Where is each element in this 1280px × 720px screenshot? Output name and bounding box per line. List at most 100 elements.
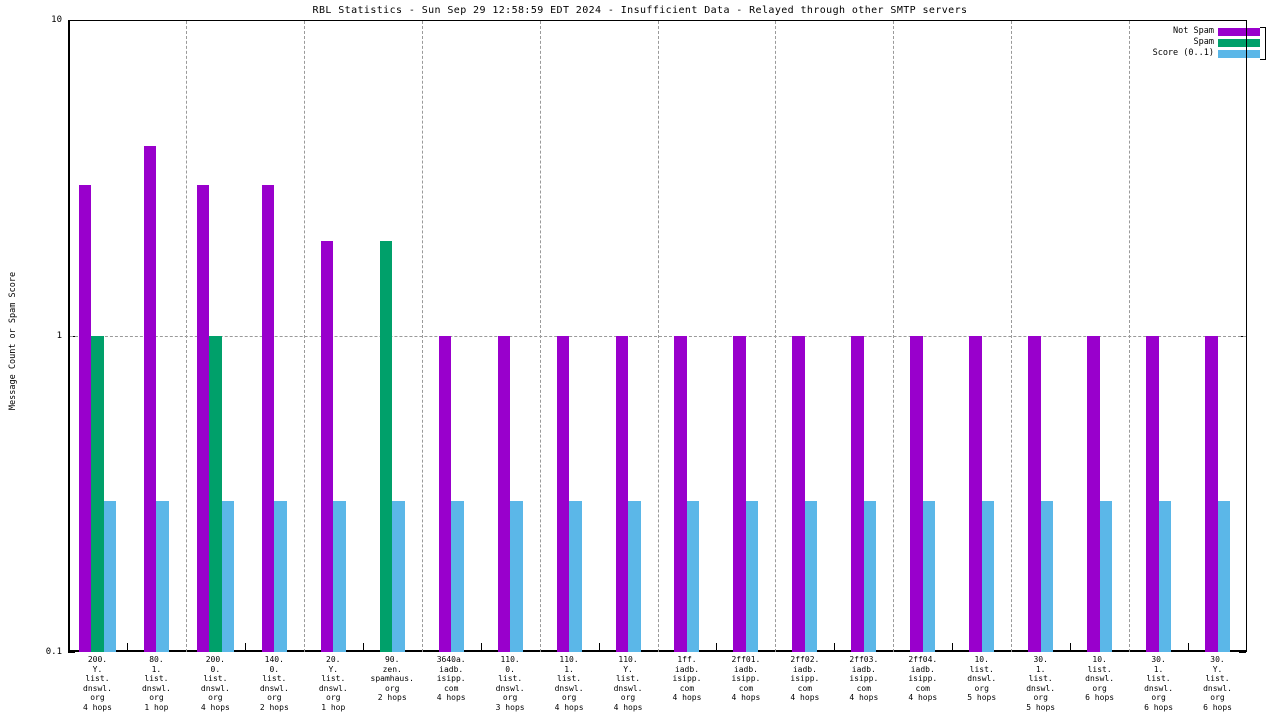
bar-score — [922, 501, 936, 652]
legend-swatch-not-spam — [1218, 27, 1260, 36]
bar-score — [156, 501, 169, 652]
x-axis-label: 3640a. iadb. isipp. com 4 hops — [436, 655, 466, 703]
bar-spam — [91, 336, 104, 652]
x-axis-label: 140. 0. list. dnswl. org 2 hops — [259, 655, 289, 712]
bar-score — [628, 501, 641, 652]
x-axis-tick-mark — [834, 643, 836, 652]
x-axis-label: 20. Y. list. dnswl. org 1 hop — [318, 655, 348, 712]
legend-label-score: Score (0..1) — [1152, 48, 1214, 58]
bar-score — [510, 501, 523, 652]
bar-score — [863, 501, 877, 652]
bar-score — [392, 501, 405, 652]
bar-not-spam — [792, 336, 805, 652]
x-axis-tick-mark — [952, 643, 954, 652]
x-axis-tick-mark — [480, 643, 482, 652]
bar-spam — [209, 336, 222, 652]
bar-not-spam — [556, 336, 570, 652]
vertical-gridline — [657, 21, 659, 652]
bar-score — [333, 501, 346, 652]
x-axis-label: 2ff04. iadb. isipp. com 4 hops — [908, 655, 938, 703]
bar-score — [745, 501, 759, 652]
bar-not-spam — [497, 336, 511, 652]
x-axis-label: 2ff03. iadb. isipp. com 4 hops — [849, 655, 879, 703]
x-axis-labels: 200. Y. list. dnswl. org 4 hops 80. 1. li… — [0, 655, 1280, 717]
vertical-gridline — [539, 21, 541, 652]
bar-not-spam — [261, 185, 275, 652]
bar-score — [569, 501, 582, 652]
bar-not-spam — [320, 240, 334, 652]
bar-not-spam — [1146, 336, 1159, 652]
legend-label-spam: Spam — [1193, 37, 1214, 47]
y-axis-title: Message Count or Spam Score — [8, 271, 18, 411]
x-axis-tick-mark — [126, 643, 128, 652]
vertical-gridline — [303, 21, 305, 652]
x-axis-tick-mark — [362, 643, 364, 652]
plot-top-border — [68, 20, 1247, 21]
vertical-gridline — [893, 21, 895, 652]
x-axis-label: 80. 1. list. dnswl. org 1 hop — [141, 655, 171, 712]
x-axis-tick-mark — [716, 643, 718, 652]
x-axis-tick-mark — [1070, 643, 1072, 652]
x-axis-label: 90. zen. spamhaus. org 2 hops — [370, 655, 414, 703]
x-axis-label: 10. list. dnswl. org 6 hops — [1085, 655, 1115, 703]
vertical-gridline — [185, 21, 187, 652]
bar-not-spam — [143, 145, 157, 652]
bar-score — [1040, 501, 1054, 652]
y-axis-tick-label: 10 — [51, 15, 62, 25]
legend-swatch-score — [1218, 49, 1260, 58]
y-axis-tick-label: 1 — [56, 331, 62, 341]
legend-item-not-spam: Not Spam — [1173, 27, 1260, 36]
bar-not-spam — [196, 185, 210, 652]
plot-right-border — [1246, 20, 1247, 652]
bar-score — [804, 501, 818, 652]
x-axis-label: 10. list. dnswl. org 5 hops — [967, 655, 997, 703]
bar-score — [451, 501, 464, 652]
x-axis-tick-mark — [598, 643, 600, 652]
bar-score — [274, 501, 287, 652]
x-axis-label: 110. Y. list. dnswl. org 4 hops — [613, 655, 643, 712]
legend-item-score: Score (0..1) — [1153, 49, 1260, 58]
bar-not-spam — [674, 336, 687, 652]
x-axis-tick-mark — [1188, 643, 1190, 652]
bar-score — [221, 501, 235, 652]
chart-legend: Not Spam Spam Score (0..1) — [1153, 27, 1260, 58]
bar-not-spam — [910, 336, 923, 652]
x-axis-label: 110. 0. list. dnswl. org 3 hops — [495, 655, 525, 712]
vertical-gridline — [1011, 21, 1013, 652]
legend-item-spam: Spam — [1194, 38, 1260, 47]
bar-not-spam — [615, 336, 629, 652]
x-axis-label: 30. Y. list. dnswl. org 6 hops — [1203, 655, 1232, 712]
bar-not-spam — [969, 336, 982, 652]
y-axis-tick-mark — [68, 20, 75, 21]
x-axis-label: 200. 0. list. dnswl. org 4 hops — [200, 655, 230, 712]
y-axis-tick-mark — [1239, 652, 1246, 653]
bar-not-spam — [78, 185, 92, 652]
x-axis-label: 200. Y. list. dnswl. org 4 hops — [83, 655, 112, 712]
vertical-gridline — [1129, 21, 1131, 652]
x-axis-label: 30. 1. list. dnswl. org 5 hops — [1026, 655, 1056, 712]
bar-not-spam — [1087, 336, 1100, 652]
bar-not-spam — [733, 336, 746, 652]
bar-spam — [379, 240, 393, 652]
bar-score — [1217, 501, 1231, 652]
x-axis-label: 2ff01. iadb. isipp. com 4 hops — [731, 655, 761, 703]
bar-score — [1158, 501, 1172, 652]
x-axis-label: 110. 1. list. dnswl. org 4 hops — [554, 655, 584, 712]
bar-score — [1099, 501, 1113, 652]
bar-score — [686, 501, 700, 652]
x-axis-label: 1ff. iadb. isipp. com 4 hops — [672, 655, 702, 703]
bar-not-spam — [438, 336, 452, 652]
legend-bracket — [1260, 27, 1266, 60]
bar-not-spam — [1028, 336, 1041, 652]
bar-score — [981, 501, 995, 652]
y-axis-tick-label: 0.1 — [45, 647, 62, 657]
chart-title: RBL Statistics - Sun Sep 29 12:58:59 EDT… — [312, 5, 968, 16]
bar-not-spam — [851, 336, 864, 652]
y-axis-tick-mark — [1239, 20, 1246, 21]
bar-score — [103, 501, 117, 652]
bar-not-spam — [1205, 336, 1218, 652]
legend-label-not-spam: Not Spam — [1173, 26, 1214, 36]
y-axis-tick-mark — [68, 652, 75, 653]
